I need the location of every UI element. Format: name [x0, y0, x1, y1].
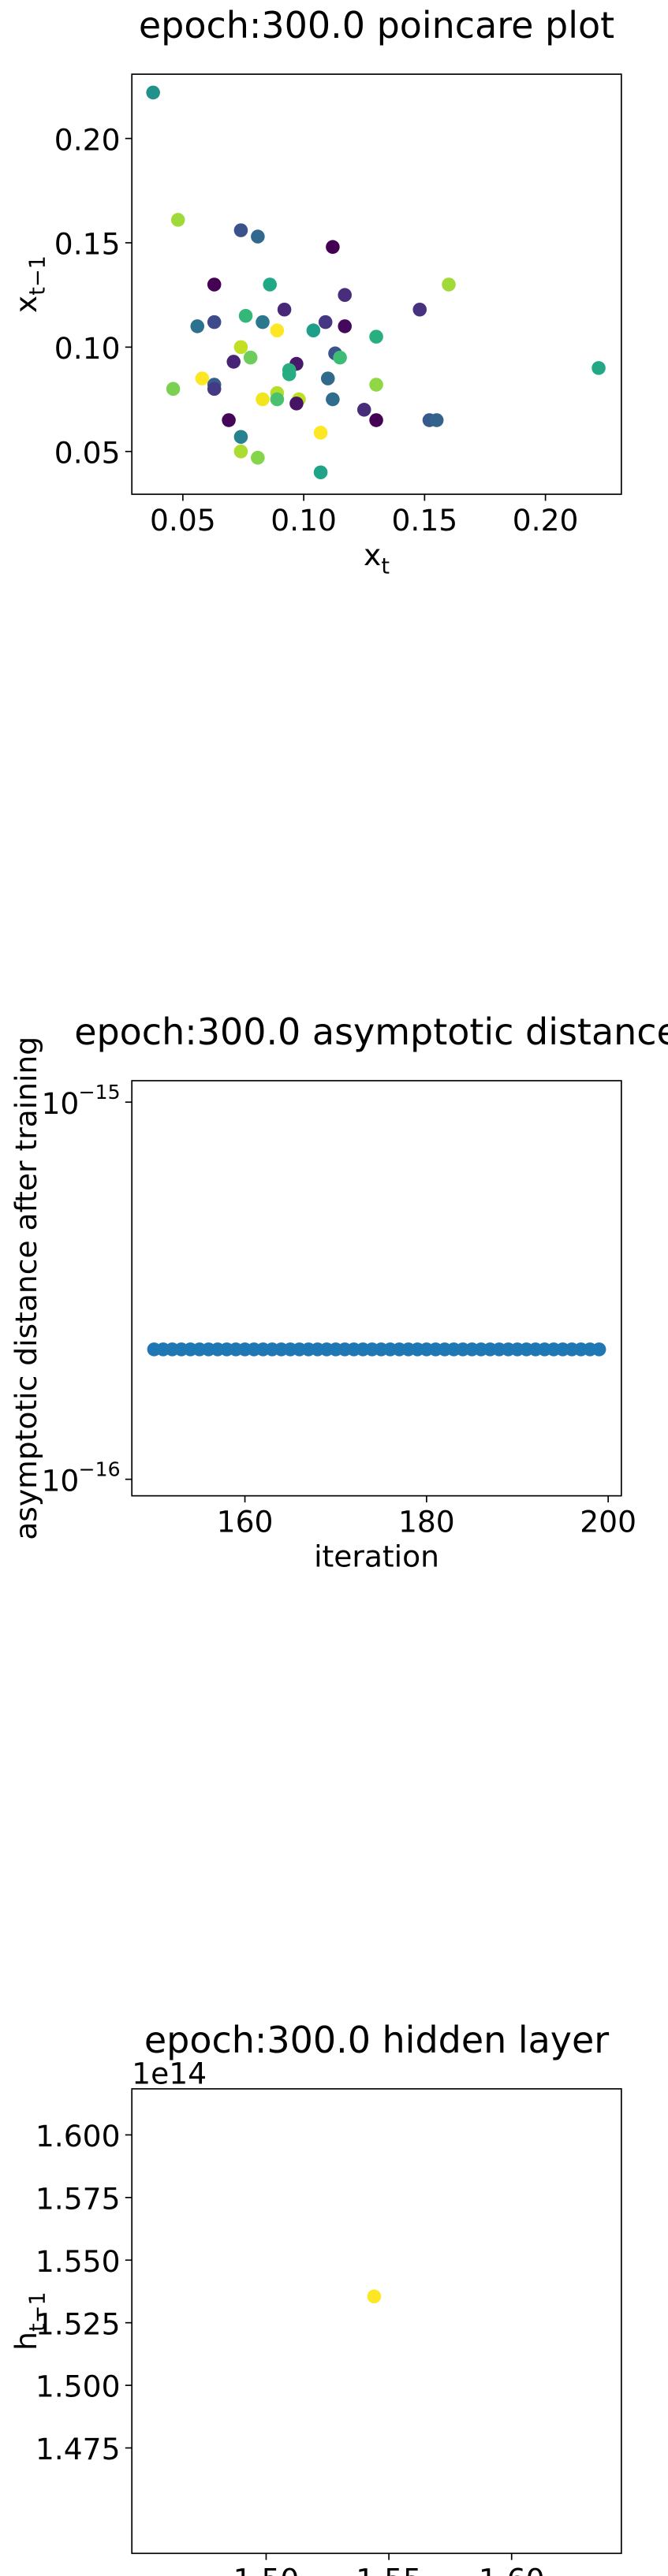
point [591, 1342, 606, 1357]
y-axis-label-sub: t−1 [25, 255, 50, 296]
point [338, 288, 352, 302]
y-tick-label: 1.575 [35, 2181, 121, 2216]
chart-title: epoch:300.0 asymptotic distance [74, 1011, 668, 1053]
x-tick-label: 0.20 [513, 503, 579, 538]
point [369, 413, 383, 427]
point [313, 426, 328, 440]
point [146, 85, 160, 100]
point [251, 229, 265, 244]
y-tick-label: 10 [41, 1086, 79, 1121]
point [233, 430, 248, 445]
x-tick-label: 1.60 [479, 2562, 545, 2576]
point [277, 302, 292, 317]
point [367, 2289, 382, 2304]
y-tick-label: 0.05 [54, 435, 121, 470]
point [326, 392, 340, 407]
point [412, 302, 427, 317]
point [369, 378, 383, 392]
point [251, 450, 265, 465]
point [369, 329, 383, 344]
point [166, 382, 181, 396]
point [190, 319, 205, 333]
y-axis-label: xt−1 [9, 255, 50, 313]
point [318, 315, 333, 329]
plot-frame [131, 1080, 622, 1497]
point [207, 277, 222, 292]
y-tick-label: 0.10 [54, 331, 121, 366]
point [306, 323, 321, 337]
x-tick-label: 0.10 [271, 503, 337, 538]
point [238, 308, 253, 323]
point [207, 382, 222, 396]
point [313, 465, 328, 480]
point [233, 223, 248, 237]
point [226, 355, 241, 369]
x-axis-label-sub: t [381, 554, 390, 579]
point [429, 413, 444, 427]
y-axis-label: asymptotic distance after training [9, 1037, 43, 1540]
point [333, 350, 347, 365]
point [320, 371, 335, 385]
y-tick-label: 1.475 [35, 2432, 121, 2466]
point [356, 403, 371, 417]
point [233, 444, 248, 459]
x-tick-label: 0.15 [391, 503, 457, 538]
y-tick-label: 10 [41, 1463, 79, 1498]
plot-frame [131, 2088, 622, 2555]
point [282, 367, 297, 382]
x-tick-label: 180 [398, 1505, 455, 1539]
x-axis-label: xt [364, 538, 390, 579]
x-tick-label: 1.55 [356, 2562, 422, 2576]
y-tick-label: 0.15 [54, 227, 121, 262]
y-tick-label: 1.550 [35, 2244, 121, 2279]
y-tick-label: 1.525 [35, 2306, 121, 2341]
point [233, 340, 248, 355]
x-tick-label: 160 [217, 1505, 274, 1539]
y-offset-text: 1e14 [132, 2057, 207, 2091]
y-tick-exponent: −16 [79, 1457, 121, 1480]
chart-title: epoch:300.0 poincare plot [139, 4, 614, 47]
y-tick-exponent: −15 [79, 1081, 121, 1104]
point [326, 240, 340, 255]
point [222, 413, 236, 427]
y-tick-label: 1.500 [35, 2369, 121, 2404]
x-tick-label: 0.05 [150, 503, 216, 538]
point [256, 315, 270, 329]
point [195, 371, 210, 385]
point [270, 392, 285, 407]
point [591, 361, 606, 375]
point [442, 277, 456, 292]
point [263, 277, 277, 292]
point [270, 323, 285, 337]
y-axis-label-sub: t−1 [25, 2291, 50, 2332]
x-tick-label: 200 [580, 1505, 636, 1539]
point [338, 319, 352, 333]
x-axis-label: iteration [314, 1539, 439, 1573]
y-axis-label: ht−1 [9, 2291, 50, 2351]
plot-frame [131, 73, 622, 495]
y-tick-label: 1.600 [35, 2119, 121, 2153]
point [243, 350, 258, 365]
x-tick-label: 1.50 [233, 2562, 300, 2576]
point [170, 213, 185, 227]
point [256, 392, 270, 407]
point [207, 315, 222, 329]
y-tick-label: 0.20 [54, 122, 121, 157]
chart-title: epoch:300.0 hidden layer [144, 2019, 609, 2061]
point [289, 396, 304, 411]
